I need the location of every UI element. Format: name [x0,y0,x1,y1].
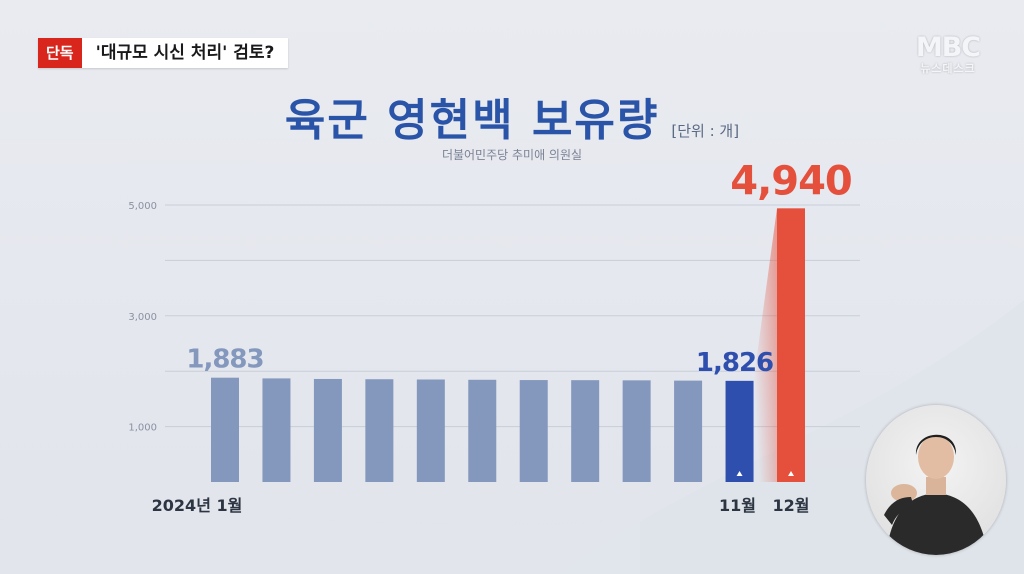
interpreter-figure [884,434,988,555]
bar-8월 [571,380,600,482]
bar-3월 [313,378,342,482]
x-tick-label: 12월 [773,496,810,515]
data-label: 4,940 [730,158,852,204]
y-tick-label: 3,000 [128,312,157,323]
chart-title-block: 육군 영현백 보유량 [단위 : 개] [0,84,1024,148]
growth-highlight [753,208,777,482]
broadcaster-logo: MBC 뉴스데스크 [908,34,988,76]
bar-2월 [262,378,291,482]
bar-12월 [777,208,805,482]
x-tick-label: 2024년 1월 [152,496,243,515]
bar-10월 [674,380,703,482]
bar-9월 [622,380,651,482]
bar-6월 [468,379,497,482]
bar-marker [788,471,794,476]
bar-11월 [725,380,754,482]
bar-marker [736,471,743,476]
caption-headline: '대규모 시신 처리' 검토? [81,38,289,68]
exclusive-tag: 단독 [38,38,82,68]
y-tick-label: 1,000 [128,423,157,434]
bar-7월 [519,380,548,482]
data-source: 더불어민주당 추미애 의원실 [441,148,583,162]
data-label: 1,826 [696,348,773,378]
news-caption: 단독 '대규모 시신 처리' 검토? [38,38,289,68]
data-label: 1,883 [186,345,263,375]
logo-program: 뉴스데스크 [920,62,976,75]
y-tick-label: 5,000 [128,201,157,212]
sign-language-interpreter [866,405,1006,555]
bar-4월 [365,379,394,482]
logo-brand: MBC [915,32,981,63]
unit-label: [단위 : 개] [671,122,740,140]
x-tick-label: 11월 [719,496,756,515]
bar-1월 [211,377,239,482]
chart-title: 육군 영현백 보유량 [284,95,660,146]
bar-5월 [416,379,445,482]
